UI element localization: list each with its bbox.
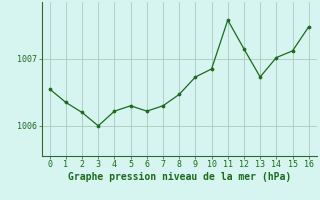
X-axis label: Graphe pression niveau de la mer (hPa): Graphe pression niveau de la mer (hPa) — [68, 172, 291, 182]
